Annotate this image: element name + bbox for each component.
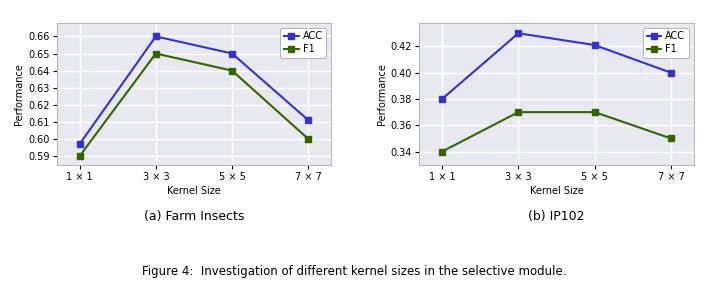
Text: Figure 4:  Investigation of different kernel sizes in the selective module.: Figure 4: Investigation of different ker…	[142, 265, 566, 278]
F1	[152, 52, 160, 55]
Text: (a) Farm Insects: (a) Farm Insects	[144, 210, 244, 223]
Text: (b) IP102: (b) IP102	[528, 210, 585, 223]
ACC	[438, 97, 446, 101]
X-axis label: Kernel Size: Kernel Size	[167, 186, 221, 196]
ACC	[75, 143, 84, 146]
ACC	[228, 52, 236, 55]
F1	[438, 150, 446, 153]
Line: F1: F1	[76, 51, 312, 159]
Line: ACC: ACC	[439, 30, 674, 102]
Line: ACC: ACC	[76, 34, 312, 147]
ACC	[667, 71, 675, 74]
F1	[514, 110, 523, 114]
ACC	[590, 43, 599, 47]
F1	[667, 137, 675, 140]
ACC	[304, 118, 313, 122]
F1	[590, 110, 599, 114]
Legend: ACC, F1: ACC, F1	[643, 28, 689, 58]
ACC	[152, 35, 160, 38]
ACC	[514, 32, 523, 35]
F1	[75, 154, 84, 158]
F1	[228, 69, 236, 72]
Y-axis label: Performance: Performance	[377, 63, 387, 125]
Legend: ACC, F1: ACC, F1	[280, 28, 326, 58]
Y-axis label: Performance: Performance	[14, 63, 24, 125]
X-axis label: Kernel Size: Kernel Size	[530, 186, 583, 196]
Line: F1: F1	[439, 109, 674, 154]
F1	[304, 137, 313, 141]
